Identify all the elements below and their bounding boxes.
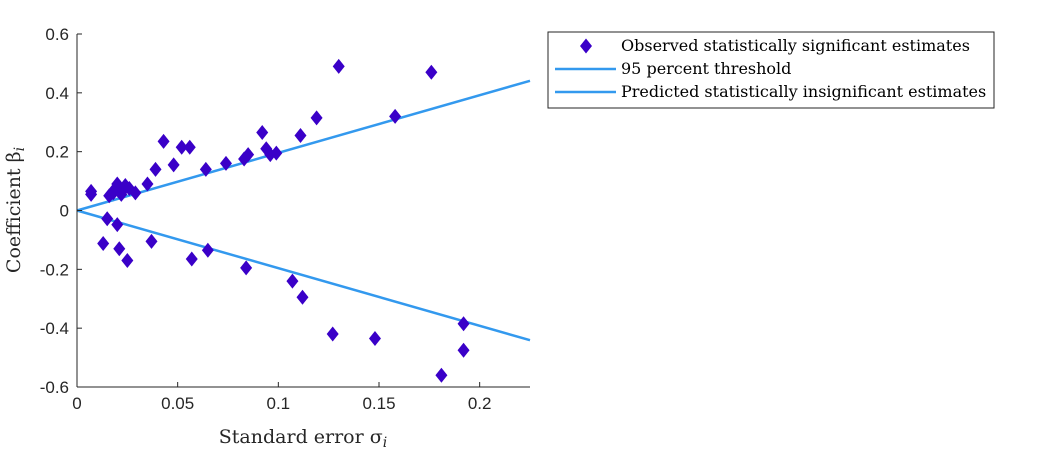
data-point [97,235,110,251]
y-axis-title: Coefficient βi [3,147,28,273]
data-point [240,260,253,276]
legend: Observed statistically significant estim… [547,31,995,109]
y-tick-label: 0.4 [45,84,69,103]
data-point [389,108,402,124]
y-ticks: -0.6 -0.4 -0.2 0 0.2 0.4 0.6 [40,25,82,397]
legend-entry: 95 percent threshold [555,59,791,78]
y-tick-label: -0.2 [40,260,69,279]
x-tick-label: 0 [72,394,81,413]
legend-entry: Predicted statistically insignificant es… [555,82,986,101]
data-point [175,139,188,155]
data-point [296,289,309,305]
x-axis-title: Standard error σi [219,426,387,450]
legend-label: Observed statistically significant estim… [621,36,970,55]
data-point [332,58,345,74]
data-point [157,133,170,149]
x-tick-label: 0.15 [362,394,395,413]
data-point [149,161,162,177]
data-point [101,211,114,227]
data-point [199,161,212,177]
y-tick-label: 0.6 [45,25,69,44]
data-point [201,242,214,258]
x-ticks: 0 0.05 0.1 0.15 0.2 [72,382,491,413]
data-point [121,253,134,269]
x-tick-label: 0.05 [161,394,194,413]
data-point [270,145,283,161]
data-point [425,64,438,80]
data-point [326,326,339,342]
data-point [368,330,381,346]
data-point [141,176,154,192]
data-point [113,241,126,257]
legend-swatch-diamond [580,38,592,54]
y-tick-label: 0 [60,202,69,221]
y-tick-label: 0.2 [45,143,69,162]
data-point [167,157,180,173]
data-point [85,186,98,202]
series-lines [76,79,531,342]
data-point [310,110,323,126]
data-point [457,316,470,332]
series-line-1 [76,79,531,212]
axes [76,34,530,388]
x-tick-label: 0.2 [468,394,492,413]
legend-entry: Observed statistically significant estim… [580,36,970,55]
data-point [286,273,299,289]
legend-label: Predicted statistically insignificant es… [621,82,986,101]
data-point [129,185,142,201]
legend-label: 95 percent threshold [621,59,791,78]
data-point [119,177,132,193]
data-point [242,147,255,163]
data-point [111,217,124,233]
data-point [256,125,269,141]
scatter-points [85,58,470,383]
data-point [145,233,158,249]
data-point [185,251,198,267]
data-point [219,155,232,171]
x-tick-label: 0.1 [267,394,291,413]
legend-box [547,31,995,109]
y-tick-label: -0.6 [40,378,69,397]
data-point [435,367,448,383]
data-point [294,127,307,143]
data-point [457,342,470,358]
series-line-2 [76,209,531,342]
y-tick-label: -0.4 [40,319,69,338]
data-point [183,139,196,155]
